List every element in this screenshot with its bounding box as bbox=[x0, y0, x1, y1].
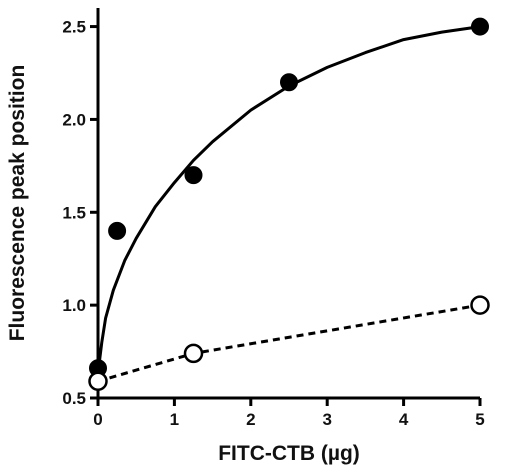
x-axis-title: FITC-CTB (µg) bbox=[218, 442, 360, 465]
fit-curve-line bbox=[96, 25, 481, 380]
x-tick-label: 5 bbox=[475, 410, 484, 429]
x-ticks: 0 1 2 3 4 5 bbox=[93, 398, 485, 429]
x-tick-label: 1 bbox=[170, 410, 179, 429]
y-axis-title: Fluorescence peak position bbox=[6, 65, 29, 342]
filled-point bbox=[108, 221, 127, 240]
data-markers bbox=[88, 17, 490, 392]
dashed-line bbox=[97, 303, 481, 383]
y-tick-label: 1.5 bbox=[62, 203, 86, 222]
axes bbox=[96, 8, 480, 400]
x-tick-label: 3 bbox=[322, 410, 331, 429]
y-tick-label: 2.0 bbox=[62, 110, 86, 129]
y-tick-label: 2.5 bbox=[62, 18, 86, 37]
y-tick-label: 1.0 bbox=[62, 296, 86, 315]
x-tick-label: 4 bbox=[399, 410, 409, 429]
open-point bbox=[88, 371, 108, 392]
x-tick-label: 2 bbox=[246, 410, 255, 429]
open-point bbox=[183, 343, 204, 364]
y-ticks: 0.5 1.0 1.5 2.0 2.5 bbox=[62, 18, 98, 408]
y-tick-label: 0.5 bbox=[62, 389, 86, 408]
filled-point bbox=[280, 73, 298, 92]
filled-point bbox=[184, 166, 203, 185]
x-tick-label: 0 bbox=[93, 410, 102, 429]
filled-point bbox=[471, 17, 489, 36]
open-point bbox=[470, 295, 490, 315]
